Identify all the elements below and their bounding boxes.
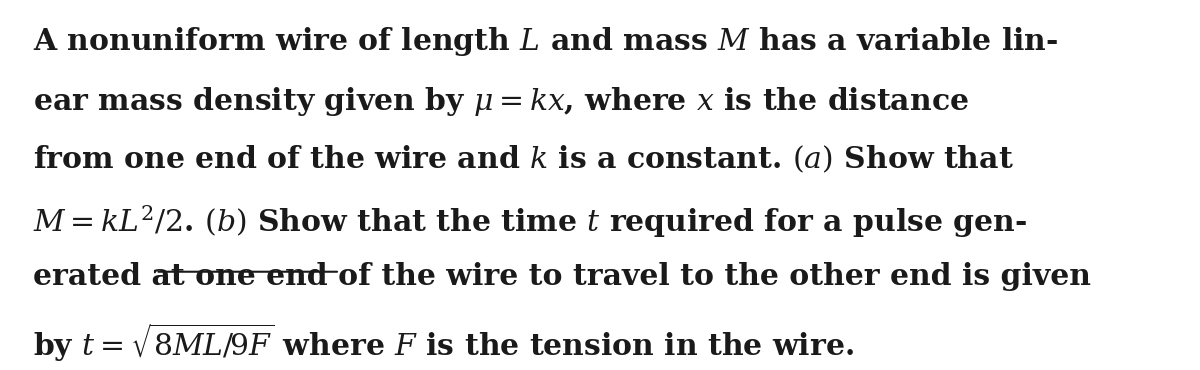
Text: erated at one end of the wire to travel to the other end is given: erated at one end of the wire to travel … bbox=[32, 262, 1091, 292]
Text: A nonuniform wire of length $L$ and mass $M$ has a variable lin-: A nonuniform wire of length $L$ and mass… bbox=[32, 26, 1058, 58]
Text: from one end of the wire and $k$ is a constant. $(a)$ Show that: from one end of the wire and $k$ is a co… bbox=[32, 144, 1013, 175]
Text: $M = kL^2/2$. $(b)$ Show that the time $t$ required for a pulse gen-: $M = kL^2/2$. $(b)$ Show that the time $… bbox=[32, 203, 1027, 240]
Text: ear mass density given by $\mu = kx$, where $x$ is the distance: ear mass density given by $\mu = kx$, wh… bbox=[32, 85, 968, 118]
Text: by $t = \sqrt{8ML/9F}$ where $F$ is the tension in the wire.: by $t = \sqrt{8ML/9F}$ where $F$ is the … bbox=[32, 322, 853, 364]
